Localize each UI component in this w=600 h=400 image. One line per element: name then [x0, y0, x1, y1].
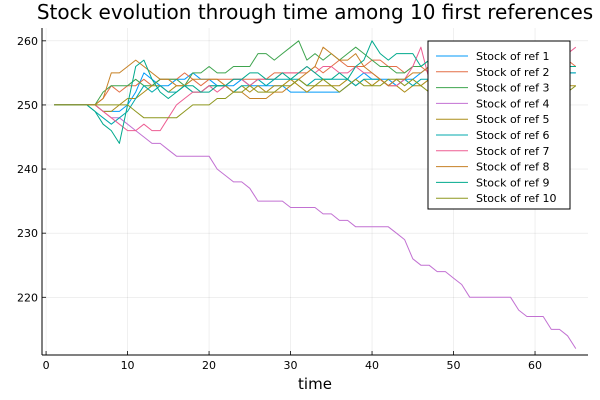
legend-label: Stock of ref 4	[476, 97, 549, 110]
x-tick-label: 60	[528, 359, 542, 372]
x-tick-label: 40	[365, 359, 379, 372]
legend-label: Stock of ref 5	[476, 113, 549, 126]
axes	[41, 28, 588, 356]
y-tick-label: 220	[17, 291, 38, 304]
legend-box	[427, 40, 571, 210]
legend-label: Stock of ref 7	[476, 145, 549, 158]
x-tick-label: 20	[202, 359, 216, 372]
x-tick-label: 10	[121, 359, 135, 372]
x-tick-label: 0	[43, 359, 50, 372]
y-tick-label: 230	[17, 227, 38, 240]
y-tick-label: 240	[17, 163, 38, 176]
y-tick-label: 250	[17, 99, 38, 112]
legend-label: Stock of ref 9	[476, 176, 549, 189]
x-tick-labels: 0 10 20 30 40 50 60	[43, 359, 542, 372]
chart-title: Stock evolution through time among 10 fi…	[37, 0, 593, 24]
x-tick-label: 30	[284, 359, 298, 372]
legend-label: Stock of ref 2	[476, 66, 549, 79]
legend-label: Stock of ref 10	[476, 192, 556, 205]
y-tick-labels: 220 230 240 250 260	[17, 35, 38, 304]
legend-label: Stock of ref 6	[476, 129, 549, 142]
y-tick-label: 260	[17, 35, 38, 48]
legend-label: Stock of ref 8	[476, 161, 549, 174]
legend-label: Stock of ref 3	[476, 82, 549, 95]
x-tick-label: 50	[447, 359, 461, 372]
legend-label: Stock of ref 1	[476, 50, 549, 63]
x-axis-label: time	[298, 375, 332, 393]
series-line-4	[54, 104, 577, 349]
legend: Stock of ref 1 Stock of ref 2 Stock of ref…	[427, 40, 571, 210]
